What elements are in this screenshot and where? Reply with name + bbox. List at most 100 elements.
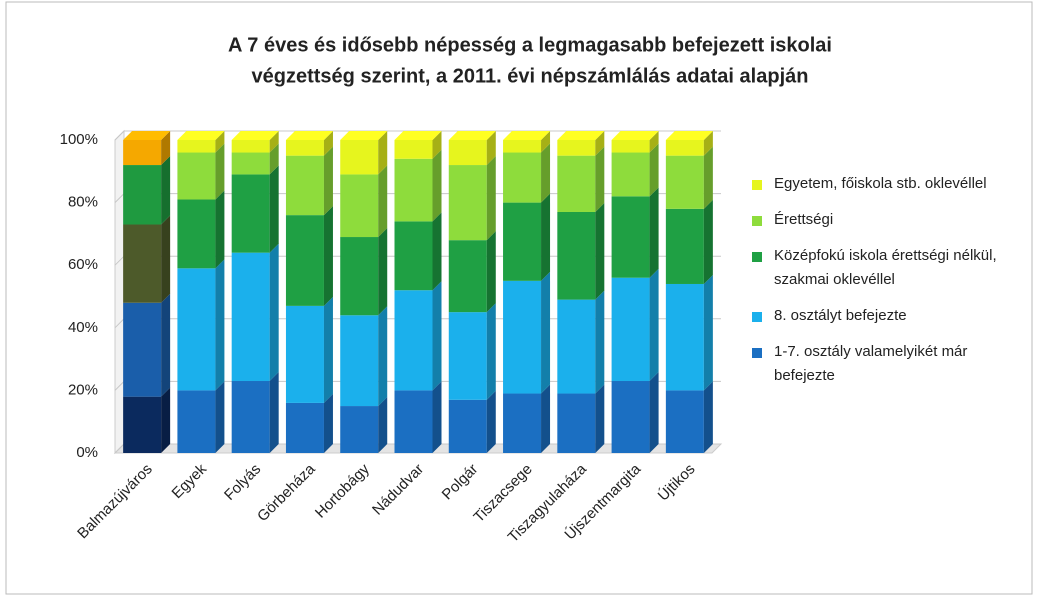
bar-front (611, 196, 650, 278)
bar-front (394, 140, 433, 159)
bar-side (269, 131, 279, 153)
bar-segment (123, 215, 171, 303)
bar-side (323, 206, 333, 306)
bar-segment (177, 131, 225, 153)
legend: Egyetem, főiskola stb. oklevéllel Érettsé… (752, 172, 1022, 400)
bar-segment (557, 131, 605, 156)
bar-side (432, 212, 442, 291)
bar-top (285, 131, 333, 140)
bar-side (703, 146, 713, 209)
bar-segment (611, 372, 659, 453)
x-tick-label: Polgár (439, 461, 482, 504)
bar-segment (503, 143, 551, 203)
chart-title: végzettség szerint, a 2011. évi népszáml… (252, 65, 809, 87)
bar-front (611, 140, 650, 153)
x-tick-label: Nádudvar (369, 461, 427, 519)
bar-side (323, 146, 333, 216)
bar-side (215, 143, 225, 200)
bar-front (340, 237, 379, 316)
bar-front (123, 302, 162, 397)
bar-front (340, 140, 379, 175)
bar-front (231, 140, 270, 153)
bar-side (215, 131, 225, 153)
bar-side (215, 259, 225, 391)
bar-side (269, 165, 279, 253)
bar-side (703, 381, 713, 453)
bar-segment (503, 384, 551, 453)
bar-side (269, 143, 279, 175)
bar-side (649, 268, 659, 382)
bar-front (665, 155, 704, 209)
bar-front (285, 215, 324, 306)
legend-item: Középfokú iskola érettségi nélkül, szakm… (752, 244, 1022, 292)
bar-side (269, 243, 279, 382)
bar-front (557, 393, 596, 453)
bar-side (432, 131, 442, 159)
bar-side (486, 390, 496, 453)
bar-side (703, 131, 713, 156)
bar-segment (611, 187, 659, 278)
bar-segment (557, 290, 605, 394)
legend-label: 8. osztályt befejezte (774, 307, 907, 324)
bar-front (557, 140, 596, 156)
bar-front (394, 390, 433, 453)
bar-side (432, 281, 442, 391)
bar-front (123, 140, 162, 166)
bar-front (123, 224, 162, 303)
legend-item: Érettségi (752, 208, 1022, 232)
bar-side (649, 187, 659, 278)
bar-segment (503, 271, 551, 394)
bar-segment (340, 306, 388, 407)
bar-segment (448, 156, 496, 241)
bar-side (703, 274, 713, 391)
bar-side (541, 193, 551, 281)
bar-segment (448, 131, 496, 166)
bar-front (285, 402, 324, 453)
bar-segment (285, 206, 333, 306)
bar-top (394, 131, 442, 140)
bar-side (649, 372, 659, 453)
y-tick-label: 0% (76, 444, 98, 461)
legend-swatch (752, 312, 762, 322)
bar-side (161, 293, 171, 397)
bar-segment (123, 293, 171, 397)
bar-front (285, 155, 324, 216)
legend-label: 1-7. osztály valamelyikét már befejezte (774, 343, 968, 384)
bar-top (611, 131, 659, 140)
bar-segment (123, 387, 171, 453)
bar-segment (177, 190, 225, 269)
bar-side (161, 131, 171, 166)
bar-side (432, 149, 442, 222)
x-tick-label: Folyás (221, 461, 264, 504)
bar-segment (394, 131, 442, 159)
bar-segment (665, 381, 713, 453)
legend-swatch (752, 348, 762, 358)
bar-side (161, 215, 171, 303)
x-tick-label: Balmazújváros (74, 461, 156, 543)
bar-segment (340, 131, 388, 175)
bar-side (649, 143, 659, 197)
bar-segment (611, 143, 659, 197)
bar-segment (285, 393, 333, 453)
x-tick-label: Hortobágy (312, 460, 373, 521)
bar-front (394, 158, 433, 222)
bar-segment (177, 143, 225, 200)
bar-side (215, 381, 225, 453)
bar-segment (394, 212, 442, 291)
bar-front (123, 165, 162, 225)
bar-side (486, 156, 496, 241)
bar-front (123, 396, 162, 453)
bar-side (595, 131, 605, 156)
bar-side (486, 231, 496, 313)
bar-segment (557, 202, 605, 300)
bar-segment (231, 143, 279, 175)
bar-segment (503, 131, 551, 153)
y-tick-label: 60% (68, 256, 98, 273)
bar-side (595, 146, 605, 212)
bar-segment (340, 397, 388, 453)
bar-front (177, 268, 216, 391)
bar-front (611, 152, 650, 197)
bar-side (541, 384, 551, 453)
bar-segment (231, 165, 279, 253)
